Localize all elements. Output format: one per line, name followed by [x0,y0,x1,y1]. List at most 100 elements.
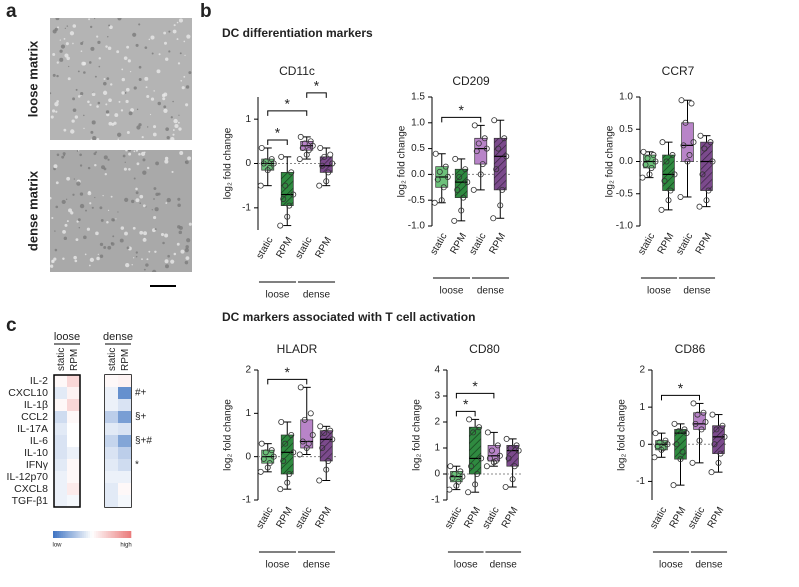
x-tick-label: RPM [706,505,727,530]
cell-speck [133,257,135,259]
cell-speck [145,206,147,208]
cell-speck [117,211,119,213]
colorbar-step [78,531,81,538]
data-point [501,135,508,142]
cell-speck [71,119,75,123]
row-label: IL-2 [30,375,48,387]
cell-speck [54,101,59,107]
cell-speck [135,198,140,203]
row-label: IL-17A [17,423,48,435]
cell-speck [63,154,66,157]
cell-speck [60,44,66,49]
data-point [505,455,512,462]
data-point [692,420,699,427]
cell-speck [56,26,60,29]
cell-speck [173,24,176,27]
cell-speck [124,231,128,236]
cell-speck [154,250,157,254]
heatmap-cell [118,459,131,471]
cell-speck [166,136,170,140]
data-point [682,119,689,126]
cell-speck [103,81,107,86]
cell-speck [64,223,68,227]
cell-speck [107,46,112,51]
data-point [303,151,310,158]
colorbar-step [111,531,114,538]
box-hatch [494,138,507,190]
data-point [486,455,493,462]
cell-speck [125,99,129,104]
data-point [683,430,690,437]
cell-speck [70,129,75,134]
cell-speck [96,138,100,140]
cell-speck [52,73,56,77]
cell-speck [148,38,151,41]
colorbar-step [107,531,110,538]
heatmap-cell [118,387,131,399]
cell-speck [148,250,151,253]
significance-bracket [455,392,495,399]
colorbar-step [90,531,93,538]
cell-speck [50,196,52,200]
cell-speck [66,56,70,61]
heatmap-cell [105,495,118,507]
y-tick-label: -1.0 [616,221,634,232]
cell-speck [170,136,175,140]
data-point [299,144,306,151]
data-point [511,463,518,470]
panel-letter: c [6,315,17,336]
data-point [459,473,466,480]
cell-speck [61,199,66,205]
y-tick-label: 0.0 [411,169,425,180]
group-label: dense [683,286,711,297]
cell-speck [56,74,59,78]
cell-speck [186,34,191,39]
cell-speck [136,162,140,166]
data-point [321,429,328,436]
data-point [476,424,483,431]
data-point [297,133,304,140]
cell-speck [89,25,93,29]
data-point [709,158,716,165]
significance-label: * [285,96,291,112]
cell-speck [145,263,149,267]
colorbar-step [99,531,103,538]
data-point [491,117,498,124]
colorbar-step [58,531,62,538]
heatmap-cell [105,435,118,447]
data-point [478,455,485,462]
colorbar-step [72,531,75,538]
cell-speck [55,110,58,113]
cell-speck [98,57,102,60]
heatmap-cell [54,411,67,423]
cell-speck [109,25,113,30]
data-point [319,444,326,451]
cell-speck [149,113,152,116]
heatmap-cell [118,399,131,411]
cell-speck [77,218,81,222]
heatmap-cell [105,459,118,471]
cell-speck [116,50,120,54]
heatmap-cell [67,483,80,495]
data-point [659,139,666,146]
cell-speck [112,235,115,238]
colorbar-step [103,531,106,538]
cell-speck [105,103,108,106]
significance-label: * [275,125,281,141]
data-point [700,409,707,416]
data-point [452,155,459,162]
data-point [470,429,477,436]
colorbar-step [82,531,85,538]
box-hatch [281,172,294,206]
colorbar-step [113,531,116,538]
cell-speck [67,77,71,81]
data-point [296,451,303,458]
cell-speck [153,90,155,92]
data-point [717,450,724,457]
data-point [299,438,306,445]
data-point [493,166,500,173]
cell-speck [162,241,165,245]
data-point [664,441,671,448]
cell-speck [135,251,138,254]
